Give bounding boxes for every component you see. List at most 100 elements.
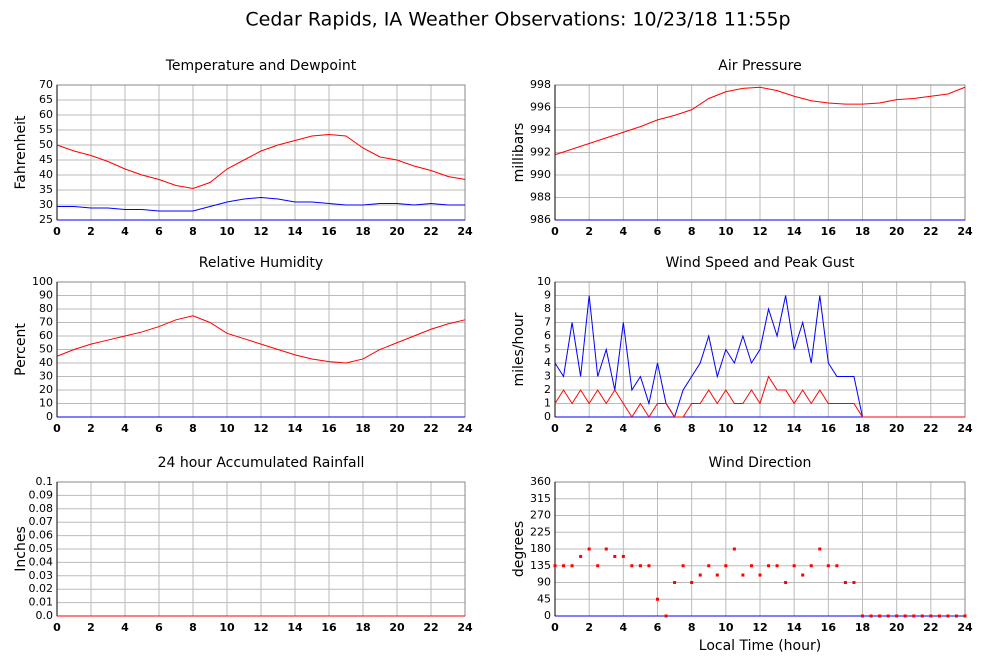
x-tick-label: 22 bbox=[923, 422, 938, 435]
x-tick-label: 14 bbox=[287, 621, 303, 634]
data-point bbox=[895, 614, 899, 618]
data-point bbox=[570, 564, 574, 568]
y-tick-label: 315 bbox=[530, 492, 551, 505]
y-tick-label: 10 bbox=[39, 397, 53, 410]
y-tick-label: 0.1 bbox=[36, 475, 54, 488]
y-axis-label: miles/hour bbox=[511, 312, 527, 386]
x-tick-label: 8 bbox=[189, 422, 197, 435]
panel-title: Temperature and Dewpoint bbox=[165, 58, 357, 74]
y-tick-label: 225 bbox=[530, 525, 551, 538]
data-line bbox=[554, 375, 965, 418]
y-tick-label: 60 bbox=[39, 108, 53, 121]
y-tick-label: 20 bbox=[39, 383, 53, 396]
y-tick-label: 70 bbox=[39, 78, 53, 91]
x-tick-label: 22 bbox=[423, 225, 438, 238]
y-tick-label: 0.09 bbox=[29, 488, 54, 501]
y-tick-label: 135 bbox=[530, 559, 551, 572]
data-point bbox=[920, 614, 924, 618]
y-tick-label: 2 bbox=[544, 383, 551, 396]
y-tick-label: 986 bbox=[530, 213, 551, 226]
x-tick-label: 22 bbox=[923, 621, 938, 634]
data-point bbox=[826, 564, 830, 568]
x-tick-label: 12 bbox=[253, 225, 268, 238]
data-point bbox=[835, 564, 839, 568]
y-tick-label: 0.02 bbox=[29, 582, 54, 595]
data-point bbox=[758, 573, 762, 577]
y-tick-label: 50 bbox=[39, 343, 53, 356]
x-tick-label: 6 bbox=[155, 225, 163, 238]
y-tick-label: 90 bbox=[537, 576, 551, 589]
y-tick-label: 5 bbox=[544, 343, 551, 356]
x-tick-label: 14 bbox=[287, 225, 303, 238]
y-tick-label: 0.05 bbox=[29, 542, 54, 555]
x-tick-label: 4 bbox=[620, 621, 628, 634]
x-tick-label: 6 bbox=[155, 621, 163, 634]
y-tick-label: 0.08 bbox=[29, 502, 54, 515]
data-point bbox=[587, 547, 591, 551]
x-tick-label: 24 bbox=[457, 225, 473, 238]
data-line bbox=[56, 133, 466, 190]
x-tick-label: 8 bbox=[688, 225, 696, 238]
x-tick-label: 8 bbox=[688, 621, 696, 634]
y-tick-label: 50 bbox=[39, 138, 53, 151]
data-point bbox=[604, 547, 608, 551]
data-point bbox=[613, 554, 617, 558]
data-point bbox=[801, 573, 805, 577]
x-tick-label: 24 bbox=[957, 225, 973, 238]
x-tick-label: 16 bbox=[321, 422, 337, 435]
x-tick-label: 10 bbox=[718, 621, 734, 634]
x-tick-label: 0 bbox=[551, 422, 559, 435]
x-tick-label: 10 bbox=[718, 422, 734, 435]
x-tick-label: 22 bbox=[423, 621, 438, 634]
y-tick-label: 90 bbox=[39, 289, 53, 302]
data-point bbox=[656, 597, 659, 601]
data-point bbox=[767, 564, 771, 568]
x-tick-label: 12 bbox=[752, 422, 767, 435]
data-point bbox=[724, 564, 728, 568]
x-tick-label: 10 bbox=[718, 225, 734, 238]
x-tick-label: 12 bbox=[752, 225, 767, 238]
x-tick-label: 20 bbox=[889, 225, 905, 238]
x-tick-label: 8 bbox=[189, 621, 197, 634]
data-point bbox=[690, 581, 694, 584]
x-tick-label: 4 bbox=[620, 225, 628, 238]
panel-title: Wind Speed and Peak Gust bbox=[666, 255, 855, 271]
y-tick-label: 0.04 bbox=[29, 555, 54, 568]
x-tick-label: 4 bbox=[121, 621, 129, 634]
data-point bbox=[818, 547, 822, 551]
data-point bbox=[878, 614, 882, 618]
data-point bbox=[638, 564, 642, 568]
x-tick-label: 2 bbox=[585, 225, 593, 238]
x-tick-label: 8 bbox=[189, 225, 197, 238]
y-tick-label: 6 bbox=[544, 329, 551, 342]
y-axis-label: Percent bbox=[13, 323, 29, 376]
y-tick-label: 0.01 bbox=[29, 596, 54, 609]
data-point bbox=[929, 614, 933, 618]
y-tick-label: 55 bbox=[39, 123, 53, 136]
x-tick-label: 16 bbox=[821, 422, 837, 435]
x-tick-label: 24 bbox=[457, 621, 473, 634]
data-point bbox=[664, 614, 668, 618]
data-point bbox=[621, 554, 625, 558]
x-tick-label: 0 bbox=[53, 422, 61, 435]
y-tick-label: 30 bbox=[39, 370, 53, 383]
y-tick-label: 8 bbox=[544, 302, 551, 315]
x-tick-label: 10 bbox=[219, 225, 235, 238]
x-tick-label: 14 bbox=[287, 422, 303, 435]
x-tick-label: 14 bbox=[787, 225, 803, 238]
y-tick-label: 990 bbox=[530, 168, 551, 181]
y-tick-label: 1 bbox=[544, 397, 551, 410]
x-tick-label: 24 bbox=[457, 422, 473, 435]
data-point bbox=[954, 614, 958, 618]
x-tick-label: 4 bbox=[121, 225, 129, 238]
data-line bbox=[57, 196, 465, 212]
y-tick-label: 994 bbox=[530, 123, 551, 136]
y-tick-label: 40 bbox=[39, 356, 53, 369]
x-tick-label: 10 bbox=[219, 621, 235, 634]
y-tick-label: 0.0 bbox=[36, 609, 54, 622]
data-point bbox=[963, 614, 967, 618]
panel-title: Wind Direction bbox=[709, 455, 812, 471]
x-tick-label: 6 bbox=[654, 422, 662, 435]
